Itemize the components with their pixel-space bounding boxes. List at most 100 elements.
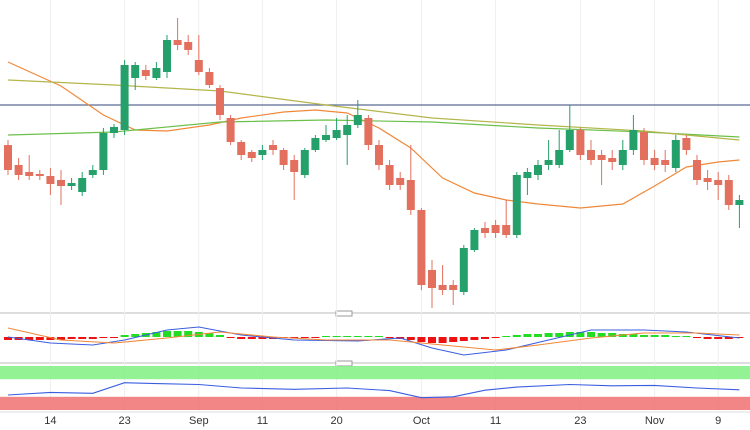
macd-bar	[671, 336, 680, 337]
macd-bar	[724, 337, 733, 339]
rsi-band	[0, 396, 750, 410]
candle-body	[417, 210, 426, 285]
candle-body	[194, 60, 203, 72]
macd-bar	[661, 335, 670, 337]
x-tick-label: 9	[715, 415, 721, 427]
candle-body	[110, 127, 118, 133]
macd-bar	[534, 334, 542, 337]
candle-body	[300, 150, 309, 175]
candle-body	[576, 130, 585, 155]
candle-body	[311, 138, 320, 150]
macd-bar	[120, 335, 129, 337]
macd-bar	[608, 333, 617, 337]
moving-average	[7, 119, 740, 138]
macd-bar	[205, 333, 214, 337]
moving-average	[7, 79, 740, 141]
macd-bar	[417, 337, 426, 342]
candle-body	[322, 135, 330, 140]
candle-body	[629, 130, 638, 150]
candle-body	[693, 160, 701, 180]
macd-bar	[57, 337, 65, 340]
macd-bar	[375, 336, 383, 337]
candle-body	[597, 155, 606, 160]
candle-body	[512, 175, 521, 235]
candle-body	[703, 178, 712, 182]
candle-body	[555, 150, 564, 165]
candle-body	[184, 42, 193, 50]
macd-bar	[364, 336, 373, 337]
panel-grip[interactable]	[335, 310, 353, 317]
x-tick-label: 20	[330, 415, 342, 427]
candle-body	[14, 165, 23, 175]
candle-body	[269, 145, 277, 150]
candle-body	[67, 183, 76, 186]
candle-body	[459, 248, 468, 292]
macd-bar	[247, 337, 256, 339]
candle-body	[173, 40, 182, 45]
macd-bar	[502, 336, 511, 337]
macd-bar	[438, 337, 447, 343]
candle-body	[565, 130, 574, 150]
candle-body	[57, 180, 65, 186]
macd-bar	[258, 337, 267, 339]
macd-bar	[322, 336, 330, 337]
x-tick-label: Nov	[645, 415, 665, 427]
macd-bar	[555, 333, 564, 337]
candle-body	[724, 180, 733, 205]
candle-body	[375, 145, 383, 165]
candle-body	[396, 178, 405, 185]
x-tick-label: 11	[257, 415, 268, 427]
candle-body	[544, 160, 553, 165]
candle-body	[438, 285, 447, 290]
x-tick-label: Oct	[413, 415, 430, 427]
candle-body	[216, 88, 224, 115]
macd-bar	[163, 331, 171, 337]
macd-bar	[226, 337, 235, 338]
candle-body	[449, 285, 458, 290]
macd-bar	[576, 332, 585, 337]
macd-bar	[332, 336, 341, 337]
candle-body	[46, 176, 55, 184]
macd-bar	[173, 331, 182, 337]
candle-body	[523, 172, 532, 178]
x-tick-label: Sep	[189, 415, 209, 427]
macd-bar	[99, 337, 108, 338]
candle-body	[650, 158, 659, 165]
candle-body	[131, 65, 140, 78]
candle-body	[661, 160, 670, 165]
candle-body	[290, 160, 299, 172]
macd-bar	[385, 337, 394, 338]
macd-line	[7, 327, 740, 351]
candle-body	[470, 230, 479, 250]
candle-body	[587, 150, 595, 160]
macd-bar	[67, 337, 76, 339]
macd-bar	[693, 337, 701, 338]
macd-bar	[353, 336, 362, 337]
candle-body	[682, 138, 691, 150]
candle-body	[714, 180, 723, 185]
candle-body	[332, 130, 341, 138]
panel-grip[interactable]	[335, 360, 353, 367]
candle-body	[88, 170, 97, 175]
candle-body	[534, 165, 542, 175]
rsi-band	[0, 366, 750, 380]
macd-bar	[78, 337, 87, 339]
macd-bar	[640, 335, 648, 337]
candle-body	[502, 225, 511, 235]
candle-body	[25, 172, 34, 176]
candle-body	[258, 150, 267, 155]
candle-body	[279, 150, 288, 165]
x-tick-label: 14	[44, 415, 56, 427]
candle-body	[491, 225, 500, 233]
macd-bar	[650, 335, 659, 337]
candle-body	[99, 133, 108, 170]
macd-bar	[481, 337, 489, 339]
macd-bar	[714, 337, 723, 339]
macd-bar	[523, 334, 532, 337]
candle-body	[152, 68, 161, 78]
macd-bar	[682, 336, 691, 337]
x-tick-label: 23	[118, 415, 130, 427]
macd-bar	[343, 336, 352, 337]
